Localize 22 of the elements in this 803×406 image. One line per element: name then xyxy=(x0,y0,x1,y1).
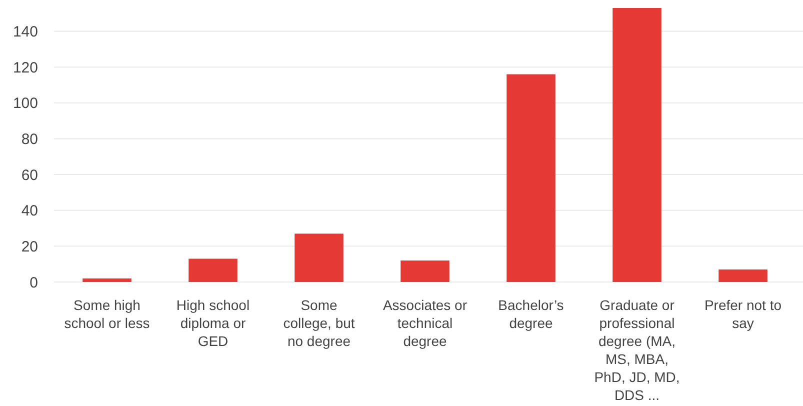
x-tick-label: Some high school or less xyxy=(64,297,150,331)
y-tick-label: 40 xyxy=(21,202,38,220)
y-tick-label: 20 xyxy=(21,238,38,256)
bar xyxy=(82,278,132,282)
bar xyxy=(612,8,662,282)
y-tick-label: 60 xyxy=(21,166,38,184)
y-tick-label: 140 xyxy=(12,24,38,41)
x-tick-label: Some college, but no degree xyxy=(283,297,355,349)
y-tick-label: 0 xyxy=(30,274,38,292)
x-tick-label: High school diploma or GED xyxy=(176,297,250,349)
x-tick-label: Graduate or professional degree (MA, MS, MBA, PhD, JD, MD, DDS ... xyxy=(594,297,680,403)
bar xyxy=(188,258,238,282)
y-tick-label: 120 xyxy=(12,59,38,76)
bar xyxy=(718,269,768,282)
y-tick-label: 100 xyxy=(12,95,38,112)
y-tick-label: 80 xyxy=(21,130,38,148)
bar xyxy=(400,260,450,282)
bar xyxy=(506,74,556,282)
x-tick-label: Prefer not to say xyxy=(704,297,782,331)
x-tick-label: Bachelor’s degree xyxy=(498,297,564,331)
bar xyxy=(294,234,344,282)
x-tick-label: Associates or technical degree xyxy=(382,297,468,349)
